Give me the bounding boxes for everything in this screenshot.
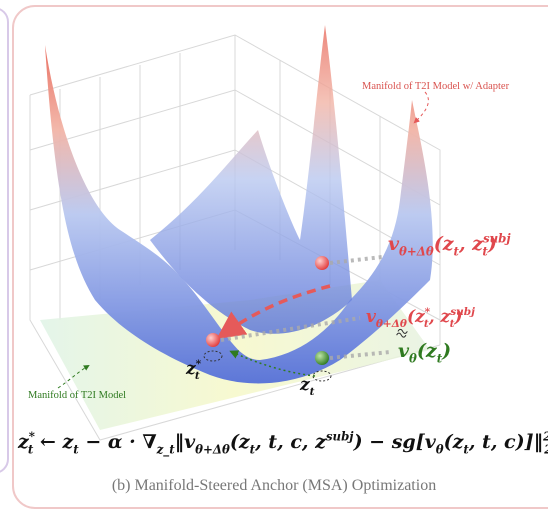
adapter-velocity: vθ+Δθ(zt, zsubj t) bbox=[388, 231, 511, 258]
base-manifold-label: Manifold of T2I Model bbox=[28, 390, 126, 401]
math-part: (z bbox=[434, 233, 455, 255]
math-part: * bbox=[29, 429, 35, 443]
base-point bbox=[315, 351, 329, 365]
math-part: (z bbox=[407, 307, 425, 327]
math-part: 2 bbox=[542, 429, 548, 443]
anchor-latent: z* t bbox=[185, 358, 202, 382]
math-part: θ+Δθ bbox=[195, 443, 230, 457]
math-part: ) bbox=[487, 233, 497, 255]
math-part: 2 bbox=[543, 443, 548, 457]
anchor-velocity: vθ+Δθ(z* t, zsubj t) bbox=[366, 306, 475, 330]
base-velocity: vθ(zt) bbox=[398, 340, 451, 366]
math-part: v bbox=[398, 340, 410, 362]
math-part: z_t bbox=[156, 443, 176, 458]
math-part: , t, c)]‖ bbox=[468, 431, 543, 453]
latent-ring bbox=[312, 370, 332, 382]
anchor-point bbox=[206, 333, 220, 347]
adapter-manifold-label: Manifold of T2I Model w/ Adapter bbox=[362, 81, 510, 92]
labels: vθ+Δθ(zt, zsubj t)vθ+Δθ(z* t, zsubj t)vθ(zt… bbox=[17, 231, 548, 457]
anchor-ring bbox=[203, 350, 223, 362]
math-part: θ+Δθ bbox=[376, 318, 407, 330]
caption: (b) Manifold-Steered Anchor (MSA) Optimi… bbox=[112, 477, 436, 494]
math-part: − α · ∇ bbox=[79, 431, 157, 453]
math-part: t bbox=[310, 386, 315, 398]
math-part: * bbox=[425, 306, 431, 318]
math-part: (z bbox=[230, 431, 251, 453]
math-part: θ+Δθ bbox=[399, 245, 434, 259]
math-part: t bbox=[437, 352, 443, 366]
math-part: t bbox=[73, 443, 79, 457]
math-part: ) bbox=[441, 340, 451, 362]
surface-peaks bbox=[150, 25, 352, 334]
math-part: t bbox=[482, 245, 488, 259]
adapter-point bbox=[315, 256, 329, 270]
math-part: ‖v bbox=[175, 431, 197, 453]
adapter-arrow bbox=[413, 91, 429, 124]
math-part: * bbox=[196, 358, 202, 370]
math-part: subj bbox=[450, 306, 475, 318]
math-part: θ bbox=[409, 352, 417, 366]
math-part: t bbox=[463, 443, 469, 457]
math-part: z bbox=[299, 375, 310, 395]
equation: z* t ← zt − α · ∇z_t‖vθ+Δθ(zt, t, c, zsub… bbox=[17, 429, 548, 457]
neighbor-panel bbox=[0, 8, 9, 473]
math-part: t bbox=[250, 443, 256, 457]
base-arrow bbox=[57, 364, 90, 389]
math-part: , z bbox=[458, 233, 484, 255]
latent: zt bbox=[299, 375, 315, 398]
math-part: subj bbox=[483, 231, 511, 245]
math-part: ) − sg[v bbox=[353, 431, 437, 453]
math-part: t bbox=[454, 245, 460, 259]
math-part: t bbox=[28, 443, 34, 457]
math-part: , t, c, z bbox=[254, 431, 327, 453]
green-arrow bbox=[229, 350, 316, 377]
update-arrow bbox=[216, 284, 331, 340]
math-part: t bbox=[450, 318, 455, 330]
math-part: z bbox=[185, 359, 196, 379]
math-part: t bbox=[424, 318, 429, 330]
math-part: (z bbox=[444, 431, 465, 453]
math-part: , z bbox=[428, 307, 451, 327]
math-part: (z bbox=[417, 340, 438, 362]
math-part: z bbox=[17, 431, 30, 453]
math-part: ← z bbox=[33, 431, 74, 453]
math-part: v bbox=[388, 233, 400, 255]
guide-lines bbox=[220, 255, 391, 360]
surface bbox=[45, 45, 433, 384]
math-part: θ bbox=[436, 443, 444, 457]
math-part: v bbox=[366, 307, 377, 327]
math-part: subj bbox=[326, 429, 354, 443]
math-part: ) bbox=[454, 307, 463, 327]
math-part: t bbox=[195, 370, 200, 382]
